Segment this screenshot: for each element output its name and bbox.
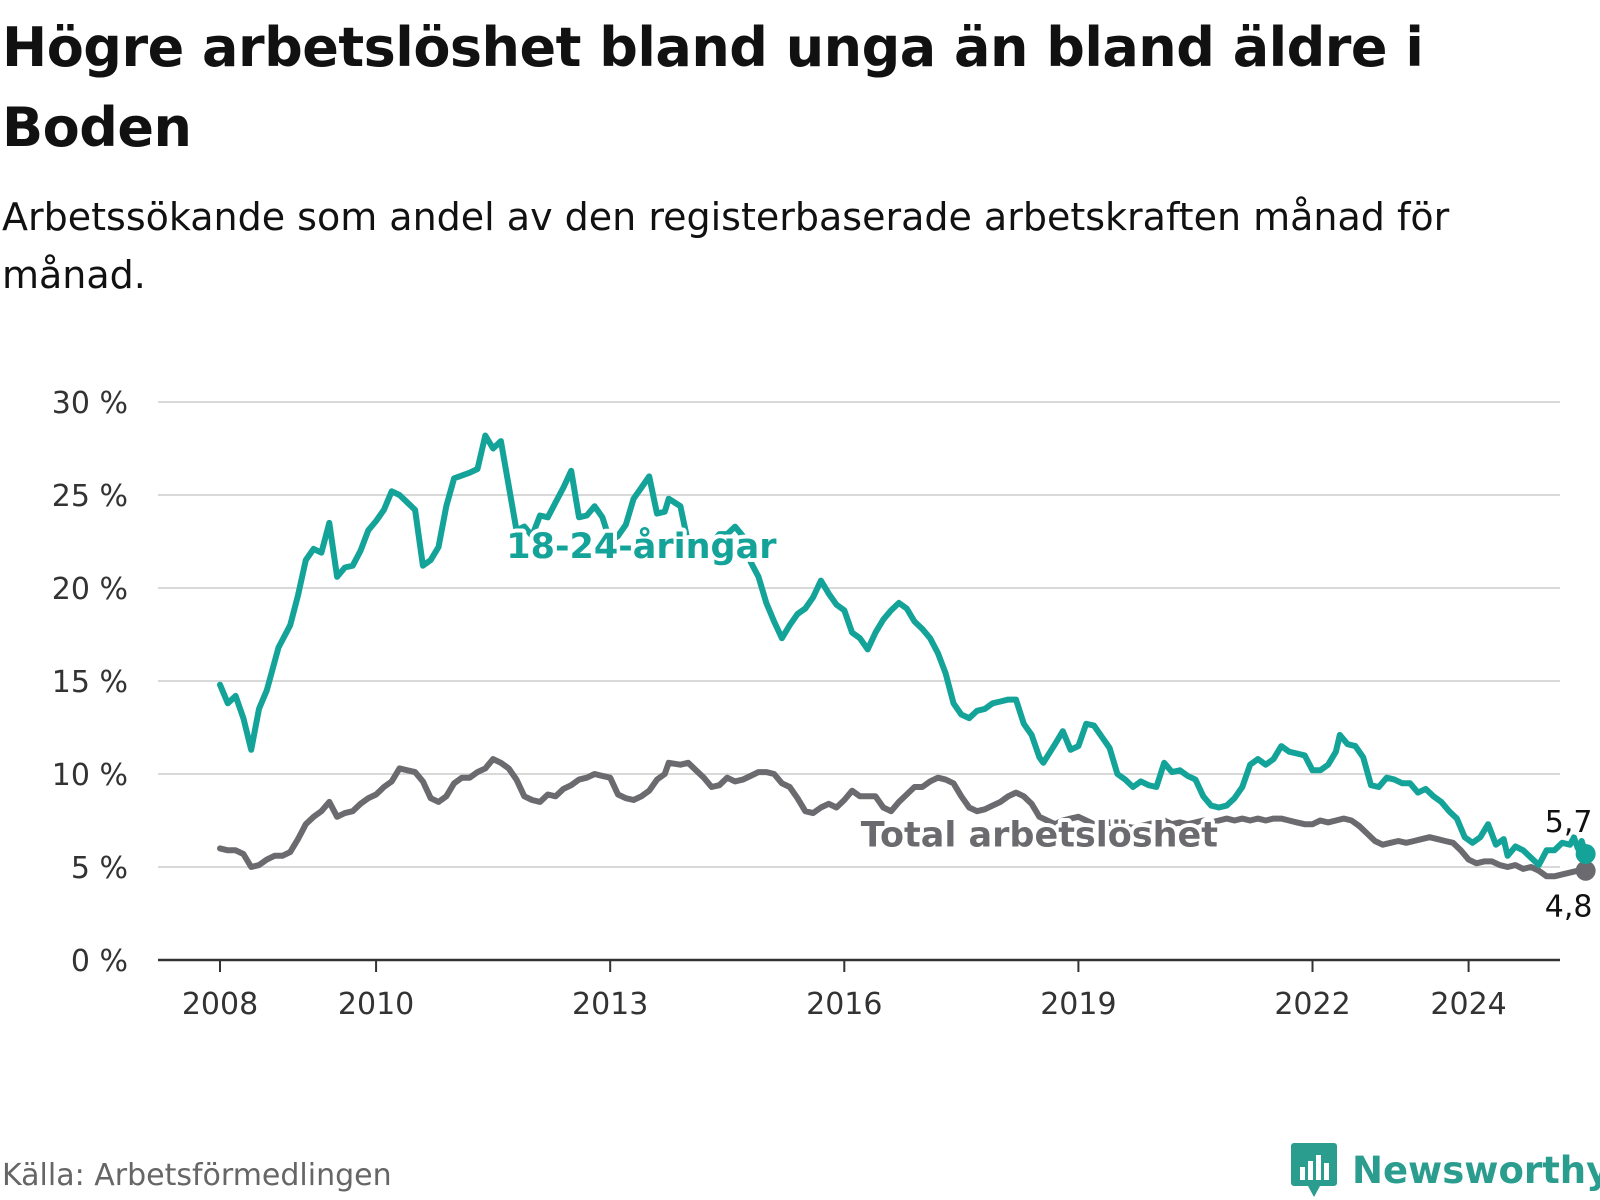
series-line-total — [217, 756, 1589, 880]
end-label-total: 4,8 % — [1545, 890, 1600, 925]
x-axis: 2008 2010 2013 2016 2019 2022 2024 — [158, 958, 1560, 1022]
x-tick-label: 2008 — [182, 987, 258, 1022]
x-tick-label: 2022 — [1274, 987, 1350, 1022]
brand-name: Newsworthy — [1352, 1148, 1600, 1192]
line-chart: 0 %5 %10 %15 %20 %25 %30 % 2008 2010 2013 2… — [52, 386, 1600, 1022]
series-label-youth: 18-24-åringar — [506, 526, 777, 567]
y-tick-label: 15 % — [52, 665, 128, 700]
series-label-total: Total arbetslöshet — [861, 816, 1218, 856]
end-point-youth — [1575, 843, 1596, 864]
end-point-total — [1575, 860, 1596, 881]
y-tick-label: 25 % — [52, 479, 128, 514]
y-tick-label: 5 % — [71, 851, 128, 886]
x-tick-label: 2010 — [338, 987, 414, 1022]
y-tick-label: 0 % — [71, 944, 128, 979]
x-tick-label: 2013 — [572, 987, 648, 1022]
x-tick-label: 2019 — [1040, 987, 1116, 1022]
y-tick-label: 20 % — [52, 572, 128, 607]
source-note: Källa: Arbetsförmedlingen — [2, 1158, 392, 1193]
series-lines — [217, 432, 1596, 881]
y-tick-label: 10 % — [52, 758, 128, 793]
y-axis-ticks: 0 % 5 % 10 % 15 % 20 % 25 % 30 % — [52, 386, 128, 979]
chart-title: Högre arbetslöshet bland unga än bland ä… — [2, 16, 1424, 159]
series-line-youth — [217, 432, 1589, 869]
x-tick-label: 2024 — [1430, 987, 1506, 1022]
brand-logo[interactable]: Newsworthy — [1290, 1140, 1600, 1200]
y-tick-label: 30 % — [52, 386, 128, 421]
series-labels: 18-24-åringar 5,7 % Total arbetslöshet 4,8 … — [502, 522, 1600, 927]
end-label-youth: 5,7 % — [1545, 805, 1600, 840]
newsworthy-logo-icon — [1291, 1143, 1337, 1197]
x-tick-label: 2016 — [806, 987, 882, 1022]
chart-subtitle: Arbetssökande som andel av den registerb… — [2, 195, 1450, 297]
